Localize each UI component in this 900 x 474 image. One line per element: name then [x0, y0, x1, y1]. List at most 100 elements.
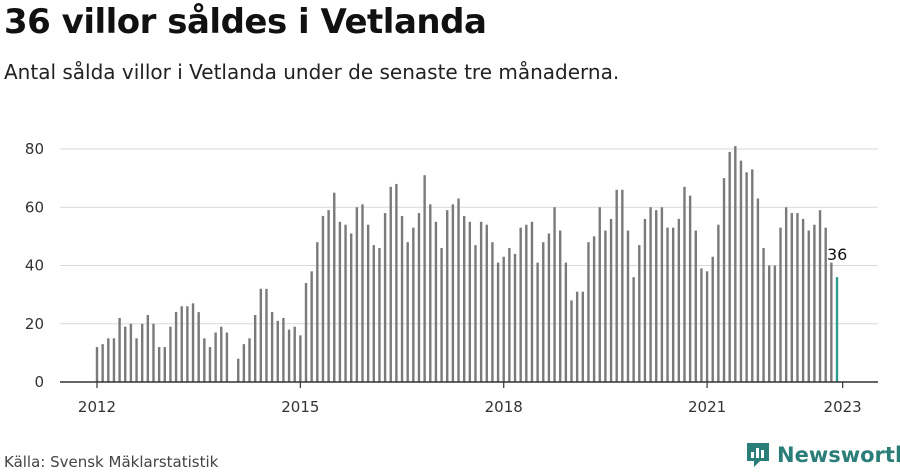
bar — [807, 230, 810, 382]
bar — [186, 306, 189, 382]
y-tick-label: 80 — [25, 140, 44, 158]
bar — [830, 262, 833, 382]
bar — [423, 175, 426, 382]
bar — [479, 221, 483, 382]
bar — [457, 198, 460, 382]
bar — [225, 332, 229, 382]
bar — [643, 218, 647, 382]
latest-value-label: 36 — [827, 245, 847, 264]
x-tick-label: 2023 — [824, 398, 862, 416]
bar — [446, 210, 449, 382]
bar — [756, 198, 760, 382]
bar-chart: 0 20 40 60 80 2012 2015 2018 2021 2023 3… — [25, 140, 878, 416]
bar — [660, 207, 664, 382]
bar — [621, 189, 624, 382]
bar — [169, 326, 172, 382]
bar — [248, 338, 251, 382]
bar — [310, 271, 313, 382]
bar — [366, 224, 370, 382]
bar — [270, 312, 274, 382]
bar — [191, 303, 195, 382]
bar — [485, 224, 488, 382]
x-tick-label: 2018 — [485, 398, 523, 416]
bar — [683, 186, 686, 382]
brand: Newsworthy — [745, 441, 900, 469]
bar — [333, 192, 336, 382]
bar — [502, 256, 505, 382]
bar — [474, 245, 477, 382]
bar — [214, 332, 217, 382]
bar — [316, 242, 319, 382]
bar — [378, 248, 381, 382]
bar — [745, 172, 748, 382]
bar — [112, 338, 116, 382]
bar — [796, 213, 799, 382]
bar — [237, 358, 240, 382]
bar — [287, 329, 291, 382]
bar — [152, 323, 155, 382]
bar — [140, 323, 144, 382]
bar — [773, 265, 777, 382]
bar — [666, 227, 669, 382]
bar — [587, 242, 590, 382]
chart-title: 36 villor såldes i Vetlanda — [4, 2, 487, 42]
x-axis-ticks: 2012 2015 2018 2021 2023 — [78, 382, 862, 416]
bar — [547, 233, 551, 382]
bar — [530, 221, 534, 382]
bar — [157, 347, 161, 382]
brand-name: Newsworthy — [777, 443, 900, 467]
bar — [434, 221, 438, 382]
y-tick-label: 40 — [25, 257, 44, 275]
bar — [813, 224, 816, 382]
bar — [338, 221, 342, 382]
bar — [768, 265, 771, 382]
bar — [135, 338, 138, 382]
bar — [406, 242, 409, 382]
bar — [784, 207, 788, 382]
bar — [259, 288, 263, 382]
bar — [604, 230, 607, 382]
x-tick-label: 2012 — [78, 398, 116, 416]
bar — [536, 262, 539, 382]
bar — [197, 312, 200, 382]
bar — [779, 227, 782, 382]
bar — [790, 213, 794, 382]
newsworthy-logo-icon — [747, 443, 769, 467]
bar — [242, 344, 246, 382]
bar — [559, 230, 562, 382]
bar — [395, 183, 398, 382]
bar — [824, 227, 827, 382]
bar — [107, 338, 110, 382]
bar — [705, 271, 709, 382]
bar — [508, 248, 511, 382]
bar — [124, 326, 127, 382]
bar — [265, 288, 268, 382]
source-note: Källa: Svensk Mäklarstatistik — [4, 453, 219, 471]
y-tick-label: 20 — [25, 315, 44, 333]
bar-latest — [835, 277, 839, 382]
bar — [451, 204, 455, 382]
bar — [412, 227, 415, 382]
bar — [615, 189, 618, 382]
bar — [762, 248, 765, 382]
bar — [361, 204, 364, 382]
bar — [818, 210, 822, 382]
bar — [700, 268, 703, 382]
bar — [355, 207, 359, 382]
bar — [208, 347, 212, 382]
bar — [389, 186, 392, 382]
bar — [327, 210, 330, 382]
bar — [688, 195, 692, 382]
bar — [592, 236, 596, 383]
bar — [649, 207, 652, 382]
bar — [677, 218, 681, 382]
bar — [801, 218, 805, 382]
bar — [694, 230, 697, 382]
bar — [728, 151, 731, 382]
bar — [129, 323, 133, 382]
bar — [293, 326, 296, 382]
bar — [299, 335, 302, 382]
bar — [564, 262, 568, 382]
bar — [751, 169, 754, 382]
bar — [626, 230, 630, 382]
